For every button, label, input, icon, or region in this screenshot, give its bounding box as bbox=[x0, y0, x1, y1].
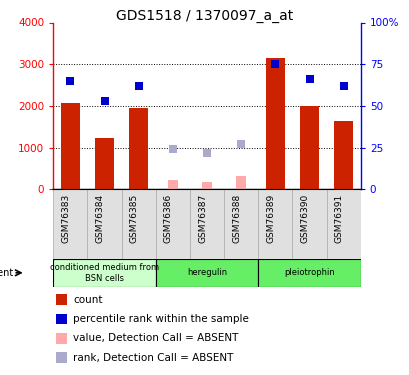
Bar bbox=[121, 189, 155, 259]
Text: count: count bbox=[73, 294, 103, 304]
Text: GSM76386: GSM76386 bbox=[164, 194, 173, 243]
Bar bbox=[56, 352, 67, 363]
Bar bbox=[129, 108, 148, 189]
Bar bbox=[224, 189, 258, 259]
Bar bbox=[292, 189, 326, 259]
Bar bbox=[53, 259, 155, 287]
Text: agent: agent bbox=[0, 268, 13, 278]
Bar bbox=[189, 189, 224, 259]
Text: GSM76391: GSM76391 bbox=[334, 194, 343, 243]
Bar bbox=[56, 333, 67, 344]
Text: GSM76384: GSM76384 bbox=[95, 194, 104, 243]
Bar bbox=[236, 176, 246, 189]
Text: percentile rank within the sample: percentile rank within the sample bbox=[73, 314, 249, 324]
Bar bbox=[326, 189, 360, 259]
Bar bbox=[258, 259, 360, 287]
Bar bbox=[167, 180, 178, 189]
Text: GSM76383: GSM76383 bbox=[61, 194, 70, 243]
Text: GSM76390: GSM76390 bbox=[300, 194, 309, 243]
Text: GSM76388: GSM76388 bbox=[231, 194, 240, 243]
Bar bbox=[95, 138, 114, 189]
Bar bbox=[53, 189, 87, 259]
Bar bbox=[61, 103, 80, 189]
Bar bbox=[333, 120, 352, 189]
Bar bbox=[56, 314, 67, 324]
Bar bbox=[56, 294, 67, 305]
Bar bbox=[299, 106, 318, 189]
Bar bbox=[155, 189, 189, 259]
Text: GDS1518 / 1370097_a_at: GDS1518 / 1370097_a_at bbox=[116, 9, 293, 23]
Bar bbox=[155, 259, 258, 287]
Text: conditioned medium from
BSN cells: conditioned medium from BSN cells bbox=[50, 263, 159, 282]
Bar bbox=[265, 58, 284, 189]
Text: GSM76387: GSM76387 bbox=[198, 194, 207, 243]
Text: GSM76385: GSM76385 bbox=[129, 194, 138, 243]
Text: value, Detection Call = ABSENT: value, Detection Call = ABSENT bbox=[73, 333, 238, 344]
Text: GSM76389: GSM76389 bbox=[266, 194, 275, 243]
Text: pleiotrophin: pleiotrophin bbox=[283, 268, 334, 278]
Text: rank, Detection Call = ABSENT: rank, Detection Call = ABSENT bbox=[73, 353, 233, 363]
Bar bbox=[258, 189, 292, 259]
Bar bbox=[201, 182, 212, 189]
Text: heregulin: heregulin bbox=[187, 268, 227, 278]
Bar bbox=[87, 189, 121, 259]
